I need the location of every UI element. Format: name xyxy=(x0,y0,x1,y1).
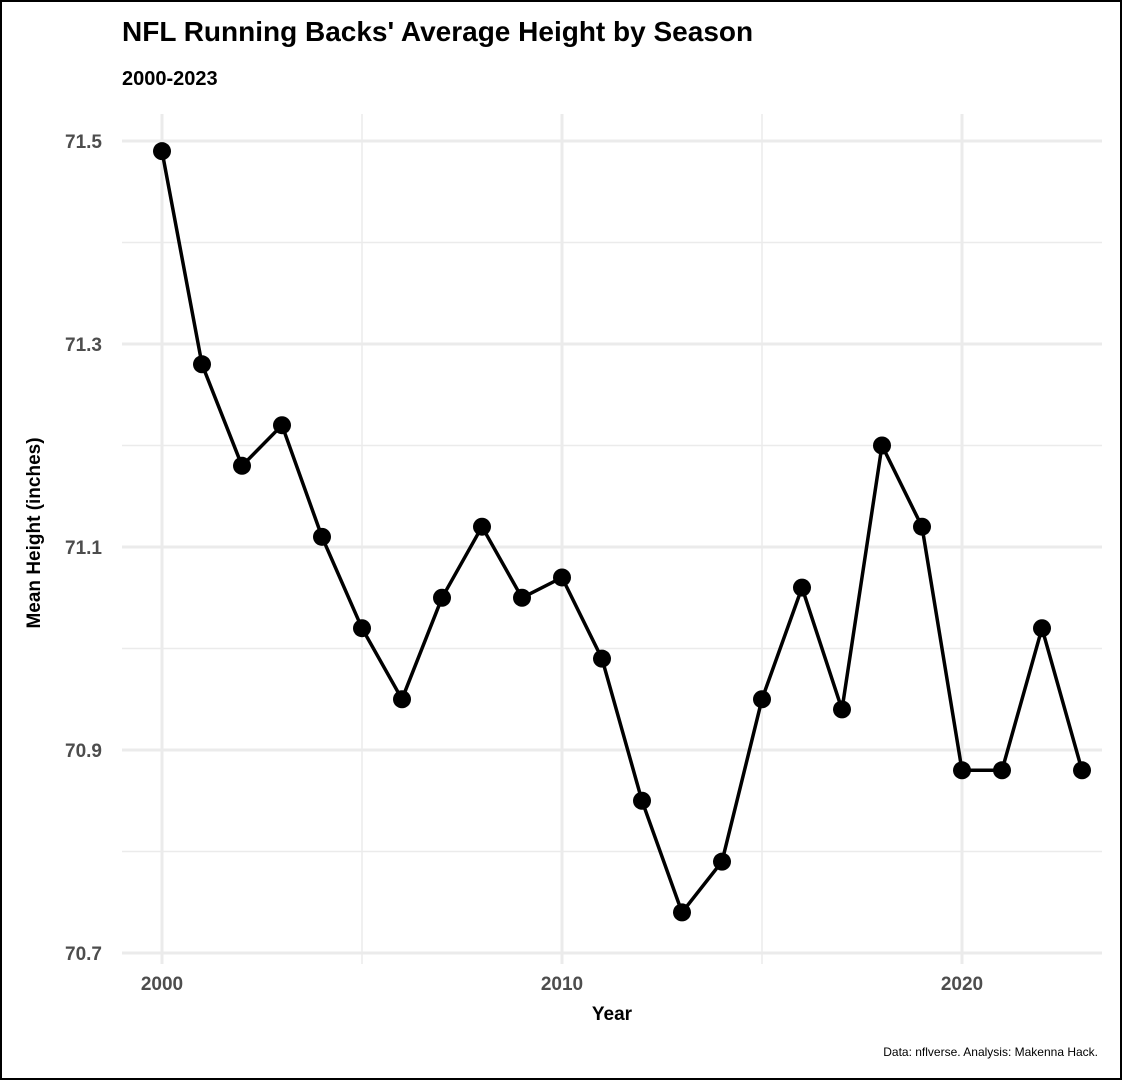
data-point xyxy=(1073,761,1091,780)
data-point xyxy=(913,517,931,536)
x-tick-labels: 2000 2010 2020 xyxy=(141,974,983,995)
y-tick-label: 71.5 xyxy=(65,132,102,153)
data-point xyxy=(433,588,451,607)
series-line xyxy=(160,150,1084,915)
data-point xyxy=(553,568,571,587)
series-line-group xyxy=(160,150,1084,915)
data-point xyxy=(593,649,611,668)
major-gridlines xyxy=(122,114,1102,964)
y-tick-label: 71.3 xyxy=(65,335,102,356)
data-point xyxy=(313,527,331,546)
data-point xyxy=(233,456,251,475)
data-point xyxy=(833,700,851,719)
data-point xyxy=(153,142,171,161)
data-point xyxy=(393,690,411,709)
x-tick-label: 2020 xyxy=(941,974,983,995)
chart-title: NFL Running Backs' Average Height by Sea… xyxy=(122,16,754,47)
data-point xyxy=(713,852,731,871)
data-point xyxy=(473,517,491,536)
y-tick-label: 70.7 xyxy=(65,944,102,965)
data-point xyxy=(513,588,531,607)
data-point xyxy=(353,619,371,638)
data-points xyxy=(153,142,1091,922)
x-tick-label: 2010 xyxy=(541,974,583,995)
data-point xyxy=(273,416,291,435)
data-point xyxy=(193,355,211,374)
y-axis-title: Mean Height (inches) xyxy=(24,437,45,628)
data-point xyxy=(753,690,771,709)
data-point xyxy=(953,761,971,780)
data-point xyxy=(633,791,651,810)
y-tick-labels: 70.7 70.9 71.1 71.3 71.5 xyxy=(65,132,102,965)
data-point xyxy=(873,436,891,455)
data-point xyxy=(1033,619,1051,638)
chart-caption: Data: nflverse. Analysis: Makenna Hack. xyxy=(883,1045,1098,1059)
data-point xyxy=(993,761,1011,780)
minor-gridlines xyxy=(122,114,1102,964)
y-tick-label: 71.1 xyxy=(65,538,102,559)
chart-subtitle: 2000-2023 xyxy=(122,68,218,90)
x-axis-title: Year xyxy=(592,1004,633,1025)
x-tick-label: 2000 xyxy=(141,974,183,995)
y-tick-label: 70.9 xyxy=(65,741,102,762)
data-point xyxy=(793,578,811,597)
data-point xyxy=(673,903,691,922)
